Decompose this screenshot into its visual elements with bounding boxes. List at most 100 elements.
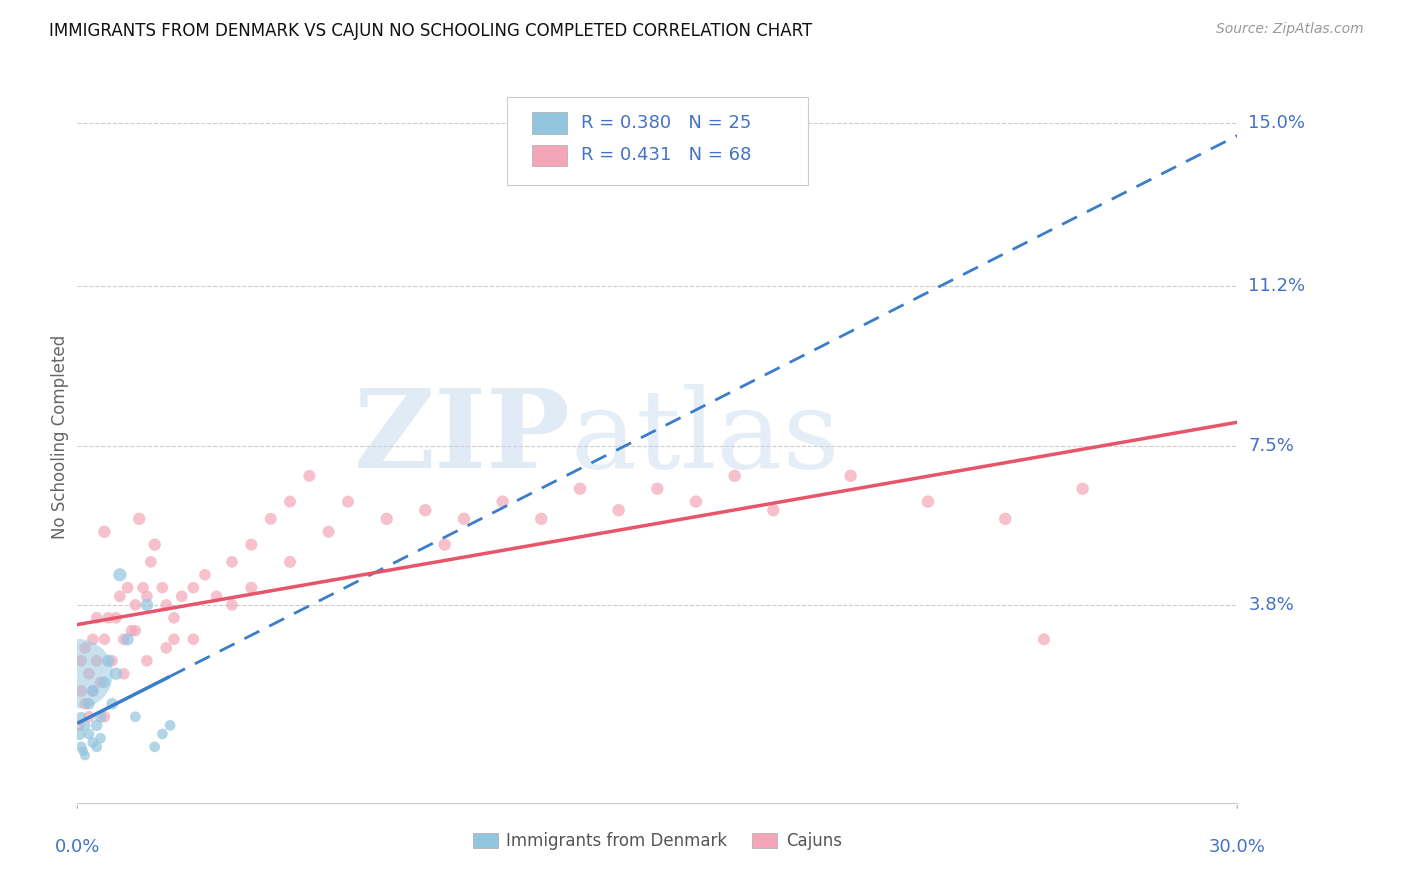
Point [72,744,94,758]
Point [93,524,115,539]
Point [105,611,127,625]
Text: 30.0%: 30.0% [1209,838,1265,855]
Point [75,697,96,711]
Point [82,684,104,698]
Point [163,632,186,647]
Point [569,482,592,496]
Point [97,654,120,668]
Point [260,512,283,526]
Point [124,598,146,612]
Point [77,666,100,681]
Point [124,710,146,724]
Point [70,739,93,754]
Point [413,503,436,517]
Point [101,697,124,711]
Point [136,654,159,668]
Text: ZIP: ZIP [353,384,571,491]
Point [86,611,108,625]
Point [183,581,205,595]
Point [240,581,263,595]
Point [607,503,630,517]
Point [194,567,217,582]
Point [136,589,159,603]
Point [112,666,135,681]
Point [97,611,120,625]
Text: Source: ZipAtlas.com: Source: ZipAtlas.com [1216,22,1364,37]
Point [159,718,181,732]
Point [221,555,243,569]
Point [163,611,186,625]
Point [647,482,669,496]
Point [77,727,100,741]
Y-axis label: No Schooling Completed: No Schooling Completed [51,335,69,539]
Point [124,624,146,638]
Text: IMMIGRANTS FROM DENMARK VS CAJUN NO SCHOOLING COMPLETED CORRELATION CHART: IMMIGRANTS FROM DENMARK VS CAJUN NO SCHO… [49,22,813,40]
Text: 3.8%: 3.8% [1249,596,1294,614]
Point [90,710,111,724]
Point [762,503,785,517]
Point [433,538,456,552]
Point [205,589,228,603]
Point [221,598,243,612]
Point [70,654,93,668]
Point [155,640,177,655]
Point [183,632,205,647]
Point [121,624,143,638]
Point [75,748,96,763]
Point [685,494,707,508]
Point [90,675,111,690]
Point [917,494,939,508]
FancyBboxPatch shape [531,145,567,167]
Point [108,589,131,603]
Point [117,632,139,647]
Point [839,468,862,483]
Point [77,697,100,711]
Point [67,666,90,681]
Point [240,538,263,552]
Point [724,468,747,483]
Point [82,632,104,647]
Point [82,735,104,749]
Point [82,684,104,698]
Text: 7.5%: 7.5% [1249,437,1295,455]
Legend: Immigrants from Denmark, Cajuns: Immigrants from Denmark, Cajuns [467,825,848,856]
Point [143,739,166,754]
Point [994,512,1017,526]
Text: 15.0%: 15.0% [1249,114,1305,132]
Point [318,524,340,539]
Text: R = 0.380   N = 25: R = 0.380 N = 25 [581,113,751,131]
Text: 11.2%: 11.2% [1249,277,1306,295]
Point [1033,632,1056,647]
Point [152,581,174,595]
Point [143,538,166,552]
Point [492,494,515,508]
Point [278,494,301,508]
Point [70,710,93,724]
Point [86,718,108,732]
Point [67,718,90,732]
Text: R = 0.431   N = 68: R = 0.431 N = 68 [581,146,751,164]
Point [453,512,475,526]
Point [530,512,553,526]
Text: atlas: atlas [571,384,839,491]
FancyBboxPatch shape [506,97,808,185]
Point [375,512,398,526]
Point [139,555,162,569]
Point [155,598,177,612]
Point [93,632,115,647]
Point [170,589,193,603]
Point [101,654,124,668]
FancyBboxPatch shape [531,112,567,134]
Point [136,598,159,612]
Point [90,731,111,746]
Point [337,494,360,508]
Point [67,727,90,741]
Point [298,468,321,483]
Point [108,567,131,582]
Point [77,710,100,724]
Point [93,710,115,724]
Point [70,684,93,698]
Point [278,555,301,569]
Point [128,512,150,526]
Text: 0.0%: 0.0% [55,838,100,855]
